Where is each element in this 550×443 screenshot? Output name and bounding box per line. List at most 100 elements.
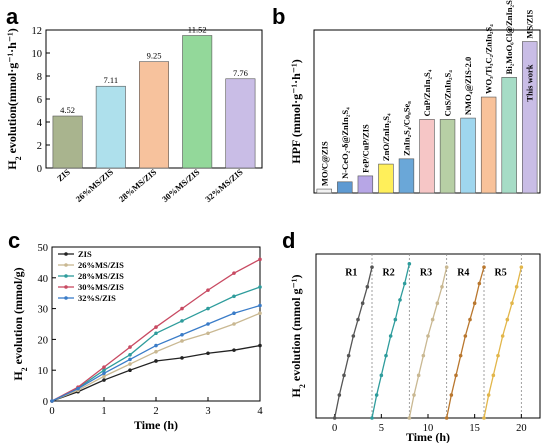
y-tick-label: 8 [37,72,42,83]
category-label: 30%MS/ZIS [160,167,202,204]
bar [439,119,456,194]
data-point [154,359,158,363]
data-point [102,365,106,369]
bar [501,77,517,194]
legend-label: ZIS [78,249,92,259]
data-point [102,368,106,373]
x-tick-label: 1 [101,406,106,417]
bar-value-label: 4.52 [60,105,75,115]
bar-value-label: 9.25 [147,51,162,61]
data-point [128,357,132,362]
data-point [337,393,342,397]
data-point [365,285,370,289]
x-tick-label: 0 [49,406,54,417]
data-point [258,343,262,348]
data-point [206,322,210,326]
category-label: 28%MS/ZIS [117,167,159,204]
series-line [51,344,261,402]
bar [522,41,538,194]
data-point [416,373,421,378]
data-point [154,343,158,348]
data-point [180,319,184,323]
run-label: R3 [420,267,432,278]
data-point [180,339,184,343]
y-tick-label: 40 [38,274,49,285]
data-point [458,353,463,358]
data-point [258,311,262,316]
panel-letter-b: b [272,4,285,29]
data-point [180,332,184,337]
data-point [482,265,486,269]
data-point [477,281,482,286]
panel-letter-d: d [282,228,295,253]
data-point [491,373,496,378]
data-point [402,281,407,286]
bar [398,158,415,194]
x-tick-label: 4 [257,406,263,417]
category-label: CuS/ZnIn₂S₄ [443,70,453,117]
bar [182,35,213,169]
category-label: 32%MS/ZIS [203,167,245,204]
category-label: NMO₄@ZIS-2.0 [463,57,473,115]
bar [139,61,169,169]
category-label: CuP/ZnIn₂S₄ [422,69,432,116]
bar [225,78,256,169]
legend-marker [64,263,68,267]
data-point [154,325,158,329]
data-point [486,393,491,397]
legend-label: 30%MS/ZIS [78,282,124,292]
data-point [232,271,236,275]
bar [357,175,374,194]
category-label: MO/C@ZIS [319,141,329,186]
x-axis-label: Time (h) [134,418,178,432]
x-tick-label: 0 [332,423,337,434]
data-point [258,303,262,308]
data-point [206,306,210,311]
bar [378,163,394,194]
category-label: ZnIn₂S₄/Co₉Se₈ [401,101,411,156]
panel-letter-a: a [6,4,19,29]
legend-label: 26%MS/ZIS [78,260,124,270]
data-point [463,334,468,338]
y-axis-label: H2 evolution (mmol/g) [11,267,29,380]
bar-value-label: 7.76 [233,68,248,78]
bar [95,85,126,169]
data-point [412,393,416,397]
run-label: R4 [457,267,469,278]
data-point [472,301,477,306]
legend-marker [64,296,68,300]
y-tick-label: 10 [32,49,43,60]
data-point [128,368,132,373]
data-point [510,301,514,306]
bar [316,188,332,194]
data-point [102,378,106,382]
y-axis-label: H2 evolution (mmol g⁻¹) [289,275,307,398]
data-point [374,393,379,397]
bar [460,117,476,194]
category-label: N-CeO₂-δ@ZnIn₂S₄ [340,107,350,179]
y-tick-label: 50 [38,243,49,254]
data-point [519,265,524,269]
data-point [154,331,158,336]
data-point [232,322,236,326]
x-axis-label: Time (h) [406,430,450,443]
data-point [128,362,132,366]
data-point [482,416,486,420]
bar [337,181,353,194]
data-point [258,257,262,262]
data-point [505,317,510,322]
data-point [128,353,132,357]
data-point [393,317,398,322]
data-point [206,351,210,356]
category-label: FeP/CuP/ZIS [360,124,370,173]
bar [419,119,435,194]
bar [480,96,497,194]
data-point [370,416,374,420]
data-point [206,331,210,336]
legend-label: 32%S/ZIS [78,293,116,303]
data-point [180,306,184,311]
data-point [500,334,505,338]
data-point [426,334,430,338]
